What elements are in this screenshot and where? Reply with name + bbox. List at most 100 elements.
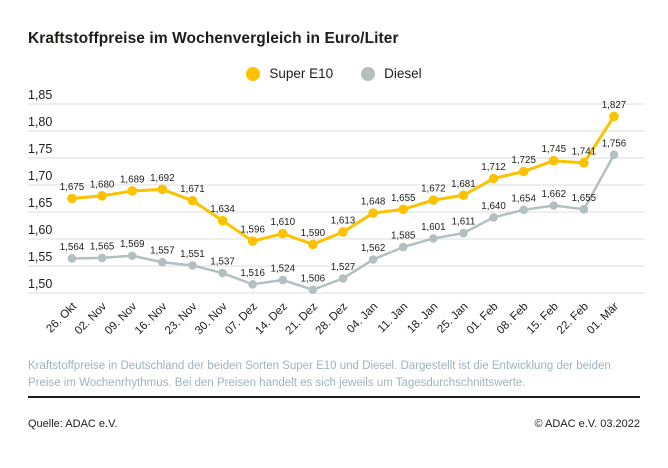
x-tick-label: 04. Jan — [345, 301, 380, 336]
data-point-label-super-e10: 1,672 — [421, 184, 446, 195]
data-point-super-e10 — [398, 204, 409, 215]
data-point-label-diesel: 1,527 — [331, 262, 356, 273]
data-point-diesel — [158, 257, 167, 267]
x-tick-label: 01. Mär — [585, 301, 621, 337]
data-point-label-super-e10: 1,689 — [120, 174, 145, 185]
chart-title: Kraftstoffpreise im Wochenvergleich in E… — [28, 30, 399, 47]
data-point-diesel — [609, 150, 619, 160]
data-point-super-e10 — [428, 195, 439, 205]
y-tick-label: 1,60 — [28, 223, 52, 237]
data-point-super-e10 — [67, 193, 77, 204]
data-point-diesel — [97, 253, 107, 263]
x-tick-label: 08. Feb — [495, 301, 531, 337]
legend-item-diesel: Diesel — [361, 66, 422, 81]
x-tick-label: 22. Feb — [555, 301, 591, 337]
data-point-label-diesel: 1,585 — [391, 231, 416, 242]
data-point-super-e10 — [97, 191, 107, 201]
x-tick-label: 11. Jan — [376, 301, 411, 336]
data-point-label-diesel: 1,516 — [240, 268, 265, 279]
data-point-super-e10 — [217, 215, 228, 226]
y-tick-label: 1,50 — [28, 277, 52, 291]
data-point-label-super-e10: 1,681 — [451, 179, 476, 190]
data-point-label-diesel: 1,569 — [120, 239, 145, 250]
data-point-super-e10 — [518, 166, 529, 177]
footer-divider — [28, 396, 640, 398]
x-tick-label: 21. Dez — [283, 300, 320, 337]
chart-description: Kraftstoffpreise in Deutschland der beid… — [28, 360, 611, 390]
y-tick-label: 1,85 — [28, 88, 52, 102]
data-point-label-super-e10: 1,648 — [361, 197, 386, 208]
data-point-super-e10 — [277, 228, 288, 239]
data-point-label-super-e10: 1,610 — [271, 217, 296, 228]
data-point-super-e10 — [368, 208, 378, 218]
y-tick-label: 1,70 — [28, 169, 52, 183]
data-point-diesel — [188, 261, 197, 270]
data-point-diesel — [459, 228, 468, 238]
data-point-diesel — [579, 205, 589, 214]
data-point-label-super-e10: 1,712 — [481, 162, 506, 173]
data-point-super-e10 — [488, 173, 499, 184]
data-point-label-super-e10: 1,675 — [60, 182, 85, 193]
data-point-diesel — [127, 251, 137, 261]
source-label: Quelle: ADAC e.V. — [28, 418, 118, 430]
data-point-diesel — [549, 201, 559, 210]
data-point-label-diesel: 1,611 — [452, 217, 476, 228]
data-point-diesel — [218, 268, 227, 278]
x-tick-label: 07. Dez — [223, 300, 260, 337]
data-point-super-e10 — [458, 190, 469, 201]
data-point-label-diesel: 1,524 — [271, 264, 296, 275]
y-tick-label: 1,55 — [28, 250, 52, 264]
data-point-diesel — [248, 280, 257, 289]
data-point-super-e10 — [338, 227, 348, 237]
data-point-diesel — [338, 274, 348, 283]
data-point-label-diesel: 1,601 — [421, 222, 446, 233]
y-tick-label: 1,75 — [28, 142, 52, 156]
y-tick-label: 1,80 — [28, 115, 52, 129]
data-point-label-super-e10: 1,680 — [90, 179, 115, 190]
chart-legend: Super E10 Diesel — [0, 66, 668, 81]
data-point-diesel — [519, 205, 528, 215]
data-point-diesel — [429, 234, 438, 243]
data-point-super-e10 — [157, 184, 168, 195]
x-tick-label: 15. Feb — [525, 301, 561, 337]
data-point-super-e10 — [247, 236, 258, 246]
data-point-diesel — [308, 285, 318, 295]
x-tick-label: 18. Jan — [405, 301, 440, 336]
data-point-label-super-e10: 1,692 — [150, 173, 175, 184]
x-tick-label: 28. Dez — [314, 300, 351, 337]
data-point-label-diesel: 1,565 — [90, 241, 115, 252]
x-tick-label: 25. Jan — [435, 301, 470, 336]
data-point-super-e10 — [127, 186, 138, 196]
data-point-label-diesel: 1,537 — [210, 257, 235, 268]
x-tick-label: 16. Nov — [133, 300, 170, 337]
data-point-label-super-e10: 1,596 — [240, 225, 265, 236]
x-tick-label: 09. Nov — [103, 300, 140, 337]
legend-item-super-e10: Super E10 — [246, 66, 333, 81]
y-tick-label: 1,65 — [28, 196, 52, 210]
data-point-label-diesel: 1,640 — [481, 201, 506, 212]
copyright-label: © ADAC e.V. 03.2022 — [534, 418, 640, 430]
data-point-label-super-e10: 1,745 — [542, 144, 567, 155]
footer-row: Quelle: ADAC e.V. © ADAC e.V. 03.2022 — [28, 418, 640, 430]
data-point-label-super-e10: 1,613 — [331, 215, 356, 226]
x-tick-label: 01. Feb — [465, 301, 501, 337]
super-e10-dot-icon — [246, 66, 261, 81]
data-point-diesel — [489, 213, 498, 222]
data-point-label-super-e10: 1,655 — [391, 193, 416, 204]
legend-label-super-e10: Super E10 — [269, 66, 334, 81]
data-point-super-e10 — [308, 239, 318, 250]
data-point-label-diesel: 1,756 — [602, 138, 627, 149]
x-tick-label: 30. Nov — [193, 300, 230, 337]
legend-label-diesel: Diesel — [384, 66, 422, 81]
data-point-label-diesel: 1,564 — [60, 242, 85, 253]
data-point-diesel — [67, 254, 77, 263]
data-point-label-super-e10: 1,741 — [572, 146, 597, 157]
data-point-label-diesel: 1,655 — [572, 193, 597, 204]
data-point-super-e10 — [609, 111, 619, 122]
data-point-label-super-e10: 1,827 — [602, 100, 627, 111]
data-point-label-super-e10: 1,725 — [511, 155, 536, 166]
data-point-label-diesel: 1,654 — [511, 193, 536, 204]
x-tick-label: 02. Nov — [73, 300, 110, 337]
